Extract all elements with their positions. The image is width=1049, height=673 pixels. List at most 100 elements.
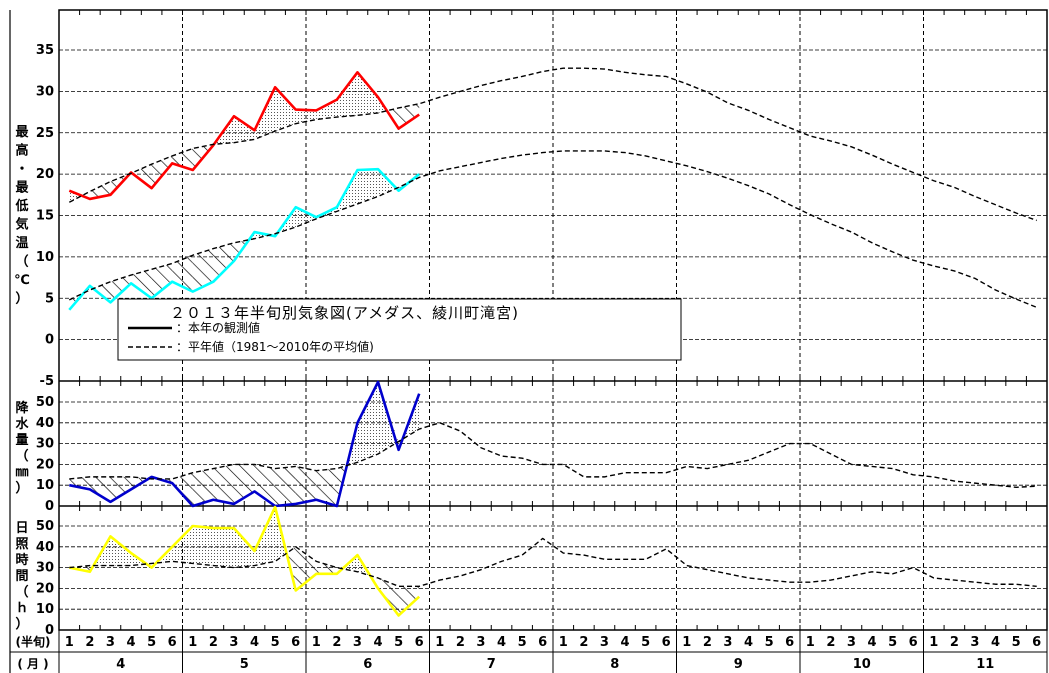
- sunshine-anomaly-area: [110, 536, 132, 566]
- temperature-anomaly-area: [233, 116, 255, 143]
- legend-observed-label: ：本年の観測値: [176, 320, 260, 335]
- temperature-axis-label-char: 最: [15, 181, 29, 196]
- sunshine-axis-label-char: （: [15, 584, 28, 600]
- precipitation-axis-label-char: 水: [15, 416, 29, 432]
- temperature-axis-label-char: 最: [15, 125, 29, 140]
- pentad-label: 2: [209, 635, 218, 650]
- temperature-anomaly-area: [378, 169, 397, 197]
- pentad-label: 5: [765, 635, 774, 650]
- temperature-axis-label-char: 温: [15, 236, 28, 251]
- temperature-axis-label-char: ℃: [14, 273, 30, 288]
- pentad-header: (半旬): [16, 634, 51, 649]
- temperature-anomaly-area: [131, 164, 152, 189]
- month-label: 8: [610, 657, 619, 672]
- chart-title: ２０１３年半旬別気象図(アメダス、綾川町滝宮): [170, 304, 519, 322]
- temperature-anomaly-area: [110, 275, 132, 303]
- pentad-label: 6: [415, 635, 424, 650]
- sunshine-anomaly-area: [233, 528, 255, 568]
- pentad-label: 5: [641, 635, 650, 650]
- pentad-label: 6: [1032, 635, 1041, 650]
- sun_norm-line: [69, 537, 1037, 588]
- sunshine-tick-label: 50: [36, 519, 54, 534]
- pentad-label: 6: [168, 635, 177, 650]
- axis-labels: -5051015202530350102030405001020304050最高…: [14, 43, 1041, 672]
- sunshine-anomaly-area: [192, 526, 214, 566]
- month-label: 11: [976, 657, 994, 672]
- precipitation-axis-label-char: ）: [15, 480, 28, 496]
- precipitation-anomaly-area: [275, 466, 296, 506]
- sunshine-axis-label-char: 照: [15, 537, 28, 552]
- pentad-label: 4: [744, 635, 753, 650]
- temperature-tick-label: 20: [36, 167, 54, 182]
- pentad-label: 1: [559, 635, 568, 650]
- temperature-anomaly-area: [131, 269, 152, 299]
- month-label: 6: [363, 657, 372, 672]
- pentad-label: 4: [497, 635, 506, 650]
- pentad-label: 6: [662, 635, 671, 650]
- temperature-anomaly-area: [69, 190, 82, 203]
- precipitation-tick-label: 10: [36, 478, 54, 493]
- pentad-label: 3: [970, 635, 979, 650]
- pentad-label: 1: [682, 635, 691, 650]
- temperature-tick-label: 5: [45, 291, 54, 306]
- pentad-label: 5: [518, 635, 527, 650]
- precipitation-axis-label-char: 量: [15, 433, 28, 448]
- sunshine-anomaly-area: [378, 578, 399, 616]
- pentad-label: 4: [127, 635, 136, 650]
- precipitation-axis-label-char: 降: [15, 400, 29, 416]
- pentad-label: 4: [621, 635, 630, 650]
- pentad-label: 4: [868, 635, 877, 650]
- month-header: ( 月 ): [17, 657, 48, 671]
- sunshine-axis-label-char: 間: [15, 569, 28, 584]
- temperature-axis-label-char: ）: [15, 291, 28, 307]
- precipitation-tick-label: 40: [36, 416, 54, 431]
- pentad-label: 4: [374, 635, 383, 650]
- sunshine-tick-label: 0: [45, 623, 54, 638]
- pentad-label: 2: [826, 635, 835, 650]
- temperature-axis-label-char: 気: [15, 217, 28, 233]
- pentad-label: 1: [188, 635, 197, 650]
- tmin_norm-line: [68, 150, 1037, 309]
- pentad-label: 6: [291, 635, 300, 650]
- temperature-axis-label-char: （: [15, 254, 28, 270]
- sunshine-tick-label: 20: [36, 581, 54, 596]
- precipitation-tick-label: 50: [36, 395, 54, 410]
- temperature-tick-label: 15: [36, 209, 54, 224]
- pentad-label: 6: [785, 635, 794, 650]
- sunshine-tick-label: 10: [36, 602, 54, 617]
- temperature-anomaly-area: [295, 207, 317, 228]
- pentad-label: 4: [250, 635, 259, 650]
- month-label: 9: [734, 657, 743, 672]
- temperature-tick-label: 10: [36, 250, 54, 265]
- sunshine-tick-label: 40: [36, 540, 54, 555]
- temperature-anomaly-area: [357, 72, 379, 116]
- sunshine-axis-label-char: 日: [15, 521, 28, 536]
- pentad-label: 3: [106, 635, 115, 650]
- temperature-anomaly-area: [316, 99, 337, 120]
- pentad-label: 6: [909, 635, 918, 650]
- pentad-label: 2: [456, 635, 465, 650]
- precipitation-anomaly-area: [192, 468, 214, 506]
- pentad-label: 1: [806, 635, 815, 650]
- pentad-label: 3: [723, 635, 732, 650]
- temperature-axis-label-char: 低: [14, 198, 28, 214]
- pentad-label: 1: [929, 635, 938, 650]
- temperature-anomaly-area: [172, 255, 193, 292]
- pentad-label: 5: [1012, 635, 1021, 650]
- temperature-anomaly-area: [213, 242, 234, 282]
- month-label: 10: [853, 657, 871, 672]
- pentad-label: 5: [888, 635, 897, 650]
- pentad-label: 1: [312, 635, 321, 650]
- pentad-label: 2: [579, 635, 588, 650]
- prec_norm-line: [69, 422, 1037, 488]
- temperature-anomaly-area: [192, 248, 214, 292]
- month-label: 5: [240, 657, 249, 672]
- sun_obs-line: [69, 505, 421, 617]
- precipitation-anomaly-area: [316, 468, 337, 506]
- sunshine-anomaly-area: [398, 586, 420, 616]
- series-lines: [68, 67, 1037, 617]
- pentad-label: 3: [847, 635, 856, 650]
